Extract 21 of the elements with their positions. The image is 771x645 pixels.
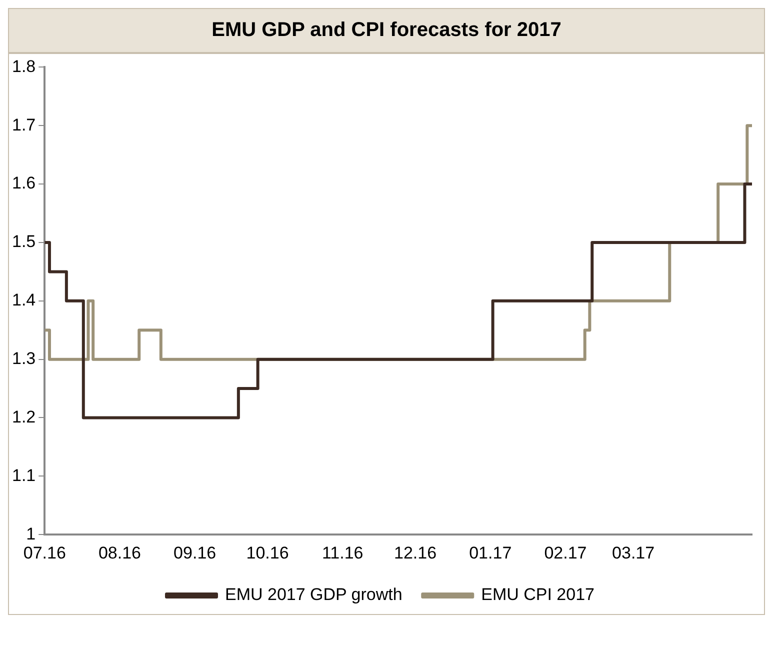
y-tick-label: 1.6: [12, 174, 36, 193]
x-tick-label: 09.16: [174, 543, 216, 562]
y-tick-label: 1.2: [12, 407, 36, 426]
y-tick-label: 1.5: [12, 232, 36, 252]
y-tick-label: 1.8: [12, 56, 36, 76]
x-tick-label: 08.16: [98, 543, 142, 562]
y-tick-label: 1.7: [12, 115, 36, 134]
chart-title: EMU GDP and CPI forecasts for 2017: [9, 9, 764, 54]
y-tick-label: 1.4: [12, 290, 36, 310]
x-tick-label: 11.16: [322, 543, 364, 562]
x-tick-label: 10.16: [246, 543, 289, 562]
x-tick-label: 01.17: [469, 543, 512, 562]
y-tick-label: 1.3: [12, 349, 36, 368]
legend-label: EMU 2017 GDP growth: [224, 585, 402, 604]
x-tick-label: 03.17: [612, 543, 655, 562]
x-tick-label: 07.16: [23, 543, 66, 562]
x-tick-label: 12.16: [394, 543, 437, 562]
x-tick-label: 02.17: [544, 543, 587, 562]
legend-label: EMU CPI 2017: [481, 585, 595, 604]
y-tick-label: 1: [26, 524, 36, 544]
y-tick-label: 1.1: [12, 466, 36, 485]
